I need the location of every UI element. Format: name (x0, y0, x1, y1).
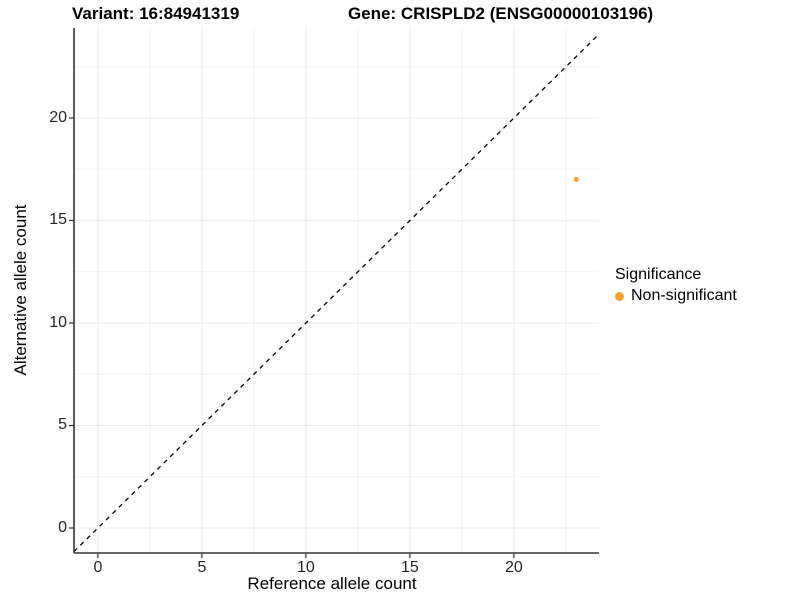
y-tick-label: 15 (49, 211, 67, 229)
x-tick-label: 10 (297, 559, 315, 576)
plot-title-variant: Variant: 16:84941319 (72, 4, 240, 23)
x-tick-label: 15 (401, 559, 419, 576)
y-tick-label: 10 (49, 313, 67, 331)
y-tick-label: 20 (49, 108, 67, 126)
plot-title-gene: Gene: CRISPLD2 (ENSG00000103196) (348, 4, 654, 23)
legend-point-icon (615, 291, 624, 301)
legend-title: Significance (615, 266, 702, 283)
y-axis-title: Alternative allele count (11, 204, 30, 376)
legend-item-non-significant: Non-significant (615, 287, 737, 305)
identity-line (73, 33, 600, 553)
x-tick-label: 5 (197, 559, 207, 576)
y-tick-label: 0 (58, 518, 67, 536)
legend-item-label: Non-significant (631, 287, 737, 304)
x-tick-label: 20 (505, 559, 523, 576)
legend: Significance Non-significant (615, 266, 737, 305)
y-tick-label: 5 (58, 416, 67, 434)
data-point (573, 176, 579, 182)
x-tick-label: 0 (93, 559, 103, 576)
x-axis-title: Reference allele count (247, 574, 417, 593)
